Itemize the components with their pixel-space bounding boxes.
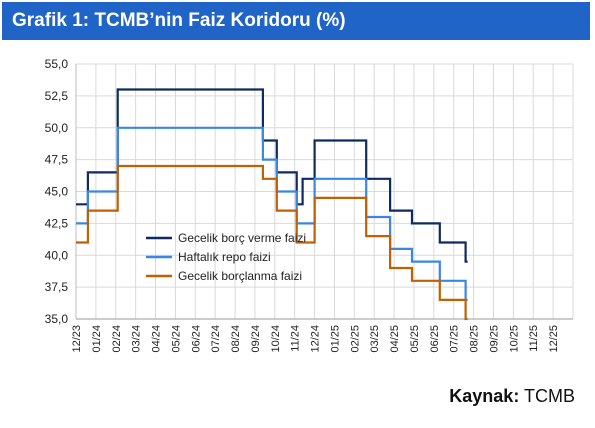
x-tick-label: 12/24: [310, 325, 322, 353]
title-bar: Grafik 1: TCMB’nin Faiz Koridoru (%): [2, 2, 590, 40]
x-tick-label: 11/24: [290, 325, 302, 352]
x-tick-label: 05/25: [409, 325, 421, 353]
chart-area: 35,0 37,5 40,0 42,5 45,0 47,5 50,0 52,5 55,0 12/2…: [45, 57, 574, 353]
x-tick-label: 02/25: [349, 325, 361, 353]
series-line-3: [76, 164, 468, 321]
x-tick-label: 09/24: [250, 325, 262, 353]
x-tick-label: 03/24: [131, 325, 143, 353]
legend-label: Haftalık repo faizi: [178, 250, 271, 264]
x-tick-label: 09/25: [488, 325, 500, 353]
x-tick-label: 02/24: [111, 325, 123, 353]
source-note: Kaynak: TCMB: [449, 386, 575, 407]
x-tick-label: 01/24: [91, 325, 103, 353]
y-tick-label: 42,5: [45, 216, 69, 230]
legend-label: Gecelik borçlanma faizi: [178, 269, 302, 283]
y-tick-label: 40,0: [45, 248, 69, 262]
x-tick-label: 12/25: [548, 325, 560, 353]
x-tick-label: 11/25: [528, 325, 540, 352]
y-tick-label: 35,0: [45, 312, 69, 326]
y-tick-label: 47,5: [45, 153, 69, 167]
y-tick-label: 45,0: [45, 185, 69, 199]
x-tick-label: 04/24: [151, 325, 163, 353]
x-tick-label: 03/25: [369, 325, 381, 353]
x-tick-label: 06/25: [429, 325, 441, 353]
x-tick-label: 05/24: [170, 325, 182, 353]
x-tick-label: 12/23: [71, 325, 83, 353]
x-tick-label: 08/24: [230, 325, 242, 353]
y-tick-label: 37,5: [45, 280, 69, 294]
x-tick-label: 10/24: [270, 325, 282, 353]
x-tick-label: 07/25: [449, 325, 461, 353]
series-line-1: [76, 88, 468, 263]
y-tick-label: 52,5: [45, 89, 69, 103]
x-tick-label: 07/24: [210, 325, 222, 353]
y-tick-label: 55,0: [45, 57, 69, 71]
y-tick-label: 50,0: [45, 121, 69, 135]
source-label: Kaynak:: [449, 386, 520, 406]
legend-label: Gecelik borç verme faizi: [178, 231, 306, 245]
x-tick-label: 08/25: [469, 325, 481, 353]
x-tick-label: 04/25: [389, 325, 401, 353]
x-tick-label: 06/24: [190, 325, 202, 353]
x-tick-label: 10/25: [508, 325, 520, 353]
x-tick-label: 01/25: [329, 325, 341, 353]
chart-title: Grafik 1: TCMB’nin Faiz Koridoru (%): [12, 10, 346, 31]
source-value: TCMB: [524, 386, 575, 406]
